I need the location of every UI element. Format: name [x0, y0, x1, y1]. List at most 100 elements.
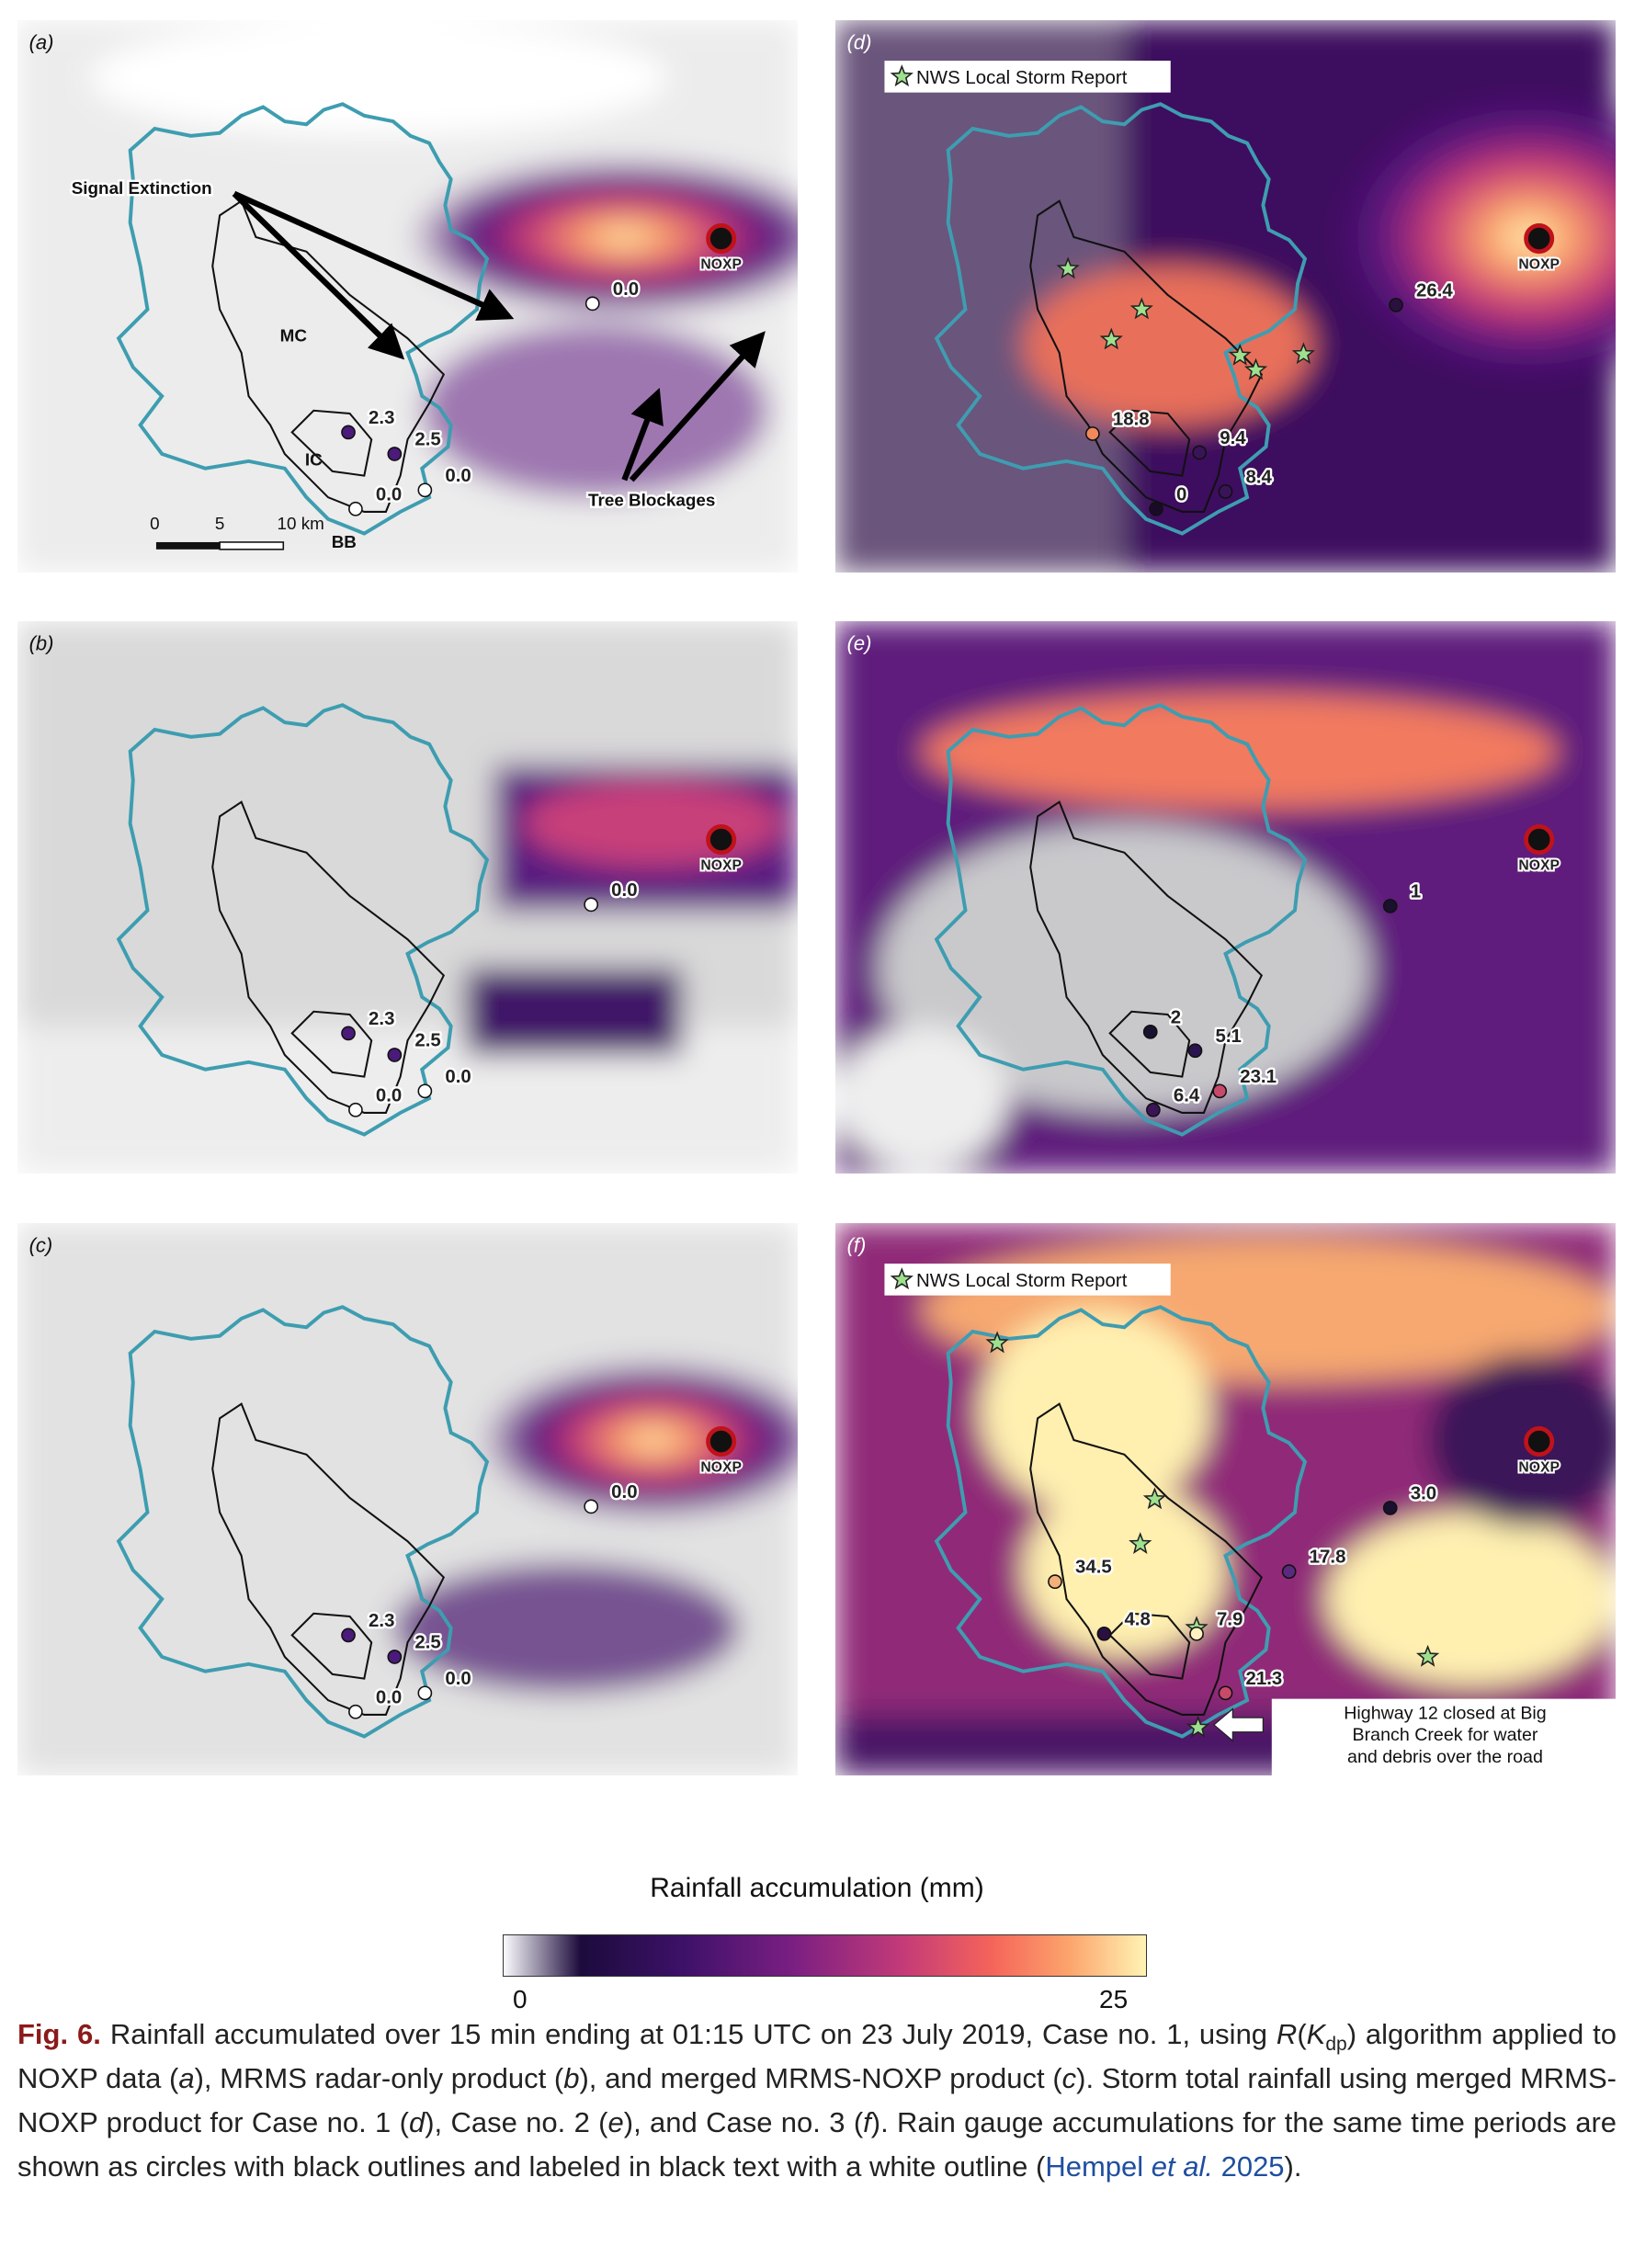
caption-text: Rainfall accumulated over 15 min ending …	[109, 2018, 1277, 2050]
colorbar	[503, 1934, 1147, 1977]
gauge-label: 9.4	[1220, 427, 1246, 448]
radar-label: NOXP	[700, 858, 742, 874]
gauge-label: 5.1	[1215, 1026, 1241, 1047]
subbasin-outline	[1029, 1402, 1264, 1716]
rain-gauge	[1218, 1685, 1233, 1701]
storm-report-star	[1099, 327, 1123, 350]
rain-gauge	[1187, 1043, 1203, 1059]
gauge-label: 2.3	[369, 1008, 394, 1029]
radar-field	[835, 621, 1616, 1174]
map: NOXP (e) 1 2 5.1 23.1 6.4	[835, 621, 1616, 1174]
storm-report-star	[1291, 342, 1316, 365]
panel-label: (a)	[29, 30, 54, 53]
storm-report-star	[1142, 1487, 1167, 1510]
rain-gauge	[584, 1499, 599, 1514]
storm-report-star	[890, 64, 913, 87]
gauge-label: 23.1	[1240, 1066, 1277, 1087]
map-panel: NOXP (a) Signal Extinction Tree Blockages MC…	[17, 20, 798, 573]
caption-text: b	[563, 2062, 580, 2094]
radar-site	[1524, 824, 1555, 856]
radar-site	[706, 824, 737, 856]
radar-echo	[922, 693, 1559, 810]
caption-text: K	[1306, 2018, 1326, 2050]
storm-report-star	[1129, 1532, 1152, 1555]
map: NOXP(b)0.02.32.50.00.0	[17, 621, 798, 1174]
map: NOXP (d) NWS Local Storm Report 26.4 18.8 9.4…	[835, 20, 1616, 573]
storm-report-star	[1243, 357, 1268, 380]
rain-gauge	[1218, 484, 1233, 499]
citation[interactable]: Hempel	[1045, 2150, 1152, 2183]
panel-label: (d)	[847, 30, 872, 53]
gauge-label: 0.0	[613, 278, 639, 300]
rain-gauge	[417, 1083, 433, 1099]
storm-report-star	[1056, 256, 1080, 279]
radar-label: NOXP	[1518, 257, 1560, 273]
gauge-label: 2.5	[414, 1632, 440, 1653]
watershed-outline	[116, 1305, 490, 1739]
gauge-label: 17.8	[1310, 1547, 1346, 1568]
legend-text: NWS Local Storm Report	[916, 1270, 1128, 1291]
map: NOXP (f) NWS Local Storm Report 3.0 17.8 34.5…	[835, 1223, 1616, 1775]
rain-gauge	[1096, 1626, 1112, 1641]
gauge-label: 1	[1411, 880, 1421, 902]
radar-echo	[1311, 77, 1616, 397]
gauge-label: 0.0	[611, 1481, 637, 1503]
gauge-label: 2.3	[369, 407, 394, 428]
rain-gauge	[341, 1026, 356, 1041]
gauge-label: 0.0	[445, 1066, 471, 1087]
radar-site	[1524, 223, 1555, 255]
watershed-outline	[934, 703, 1308, 1137]
gauge-label: 26.4	[1416, 279, 1453, 301]
annotation: Signal Extinction	[72, 178, 212, 198]
radar-echo	[879, 823, 1370, 1113]
gauge-label: 7.9	[1217, 1608, 1243, 1629]
radar-label: NOXP	[1518, 1460, 1560, 1476]
panel-label: (b)	[29, 631, 54, 654]
basin-label: BB	[332, 532, 357, 551]
citation[interactable]: 2025	[1212, 2150, 1285, 2183]
radar-echo	[980, 1310, 1211, 1513]
watershed-outline	[934, 1305, 1308, 1739]
radar-field	[17, 621, 798, 1174]
map: NOXP(c)0.02.32.50.00.0	[17, 1223, 798, 1775]
rain-gauge	[417, 1685, 433, 1701]
panel-label: (f)	[847, 1233, 867, 1256]
rain-gauge	[387, 1650, 403, 1664]
radar-label: NOXP	[700, 1460, 742, 1476]
figure-caption: Fig. 6. Rainfall accumulated over 15 min …	[17, 2013, 1617, 2189]
radar-site	[706, 1426, 737, 1457]
storm-report-star	[1228, 343, 1252, 366]
gauge-label: 2.5	[414, 1030, 440, 1051]
citation[interactable]: et al.	[1151, 2150, 1213, 2183]
map-panel: NOXP (f) NWS Local Storm Report 3.0 17.8 34.5…	[835, 1223, 1616, 1775]
rain-gauge	[1192, 445, 1208, 460]
gauge-label: 4.8	[1124, 1608, 1150, 1629]
caption-text: ).	[1284, 2150, 1302, 2183]
rain-gauge	[1146, 1102, 1161, 1117]
caption-text: ), Case no. 2 (	[425, 2106, 608, 2138]
gauge-label: 34.5	[1075, 1557, 1112, 1578]
map: NOXP (a) Signal Extinction Tree Blockages MC…	[17, 20, 798, 573]
radar-echo	[1023, 1483, 1226, 1657]
scale-bar-label: 5	[215, 514, 224, 533]
radar-site	[1524, 1426, 1555, 1457]
subbasin-outline	[211, 1402, 446, 1716]
rain-gauge	[387, 1048, 403, 1062]
gauge-label: 0.0	[445, 465, 471, 486]
basin-label: MC	[280, 325, 308, 345]
annotation-text: Highway 12 closed at Big	[1344, 1704, 1546, 1724]
caption-text: d	[408, 2106, 426, 2138]
radar-field	[835, 1223, 1616, 1775]
caption-text: dp	[1325, 2034, 1347, 2056]
radar-echo	[480, 1360, 798, 1520]
watershed-outline	[934, 102, 1308, 536]
annotation-text: and debris over the road	[1347, 1747, 1543, 1767]
gauge-label: 6.4	[1174, 1084, 1200, 1106]
subbasin-outline	[211, 800, 446, 1114]
panel-label: (e)	[847, 631, 872, 654]
arrow	[233, 190, 515, 321]
rain-gauge	[348, 1704, 363, 1719]
colorbar-max: 25	[1099, 1985, 1129, 2013]
panel-label: (c)	[29, 1233, 53, 1256]
gauge-label: 2	[1171, 1006, 1181, 1027]
